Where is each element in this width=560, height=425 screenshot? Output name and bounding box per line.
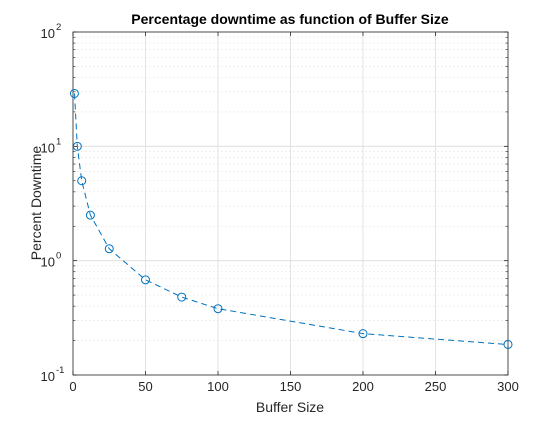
x-axis: 0 50 100 150 200 250 300 bbox=[69, 32, 519, 394]
data-point bbox=[213, 304, 223, 314]
data-point bbox=[77, 176, 87, 186]
x-tick-label: 200 bbox=[352, 379, 374, 394]
y-tick-label: 10 bbox=[41, 26, 55, 41]
y-tick-label: 10 bbox=[41, 369, 55, 384]
x-tick-label: 100 bbox=[207, 379, 229, 394]
y-tick-exponent: 2 bbox=[56, 22, 61, 33]
x-tick-label: 300 bbox=[497, 379, 519, 394]
data-point bbox=[104, 244, 114, 254]
x-axis-label: Buffer Size bbox=[256, 399, 324, 415]
chart-title: Percentage downtime as function of Buffe… bbox=[131, 11, 449, 27]
grid bbox=[72, 31, 509, 376]
series bbox=[69, 88, 513, 349]
data-point bbox=[72, 141, 82, 151]
y-tick-exponent: 0 bbox=[56, 251, 61, 262]
y-tick-label: 10 bbox=[41, 140, 55, 155]
y-axis-label: Percent Downtime bbox=[28, 146, 44, 261]
data-point bbox=[85, 210, 95, 220]
data-point bbox=[69, 88, 79, 98]
data-point bbox=[503, 339, 513, 349]
y-tick-exponent: -1 bbox=[56, 365, 64, 376]
data-point bbox=[358, 329, 368, 339]
y-tick-exponent: 1 bbox=[56, 136, 61, 147]
y-tick-label: 10 bbox=[41, 255, 55, 270]
x-tick-label: 0 bbox=[69, 379, 76, 394]
series-line bbox=[74, 93, 509, 345]
data-point bbox=[177, 292, 187, 302]
data-point bbox=[141, 275, 150, 285]
x-tick-label: 250 bbox=[425, 379, 447, 394]
x-tick-label: 50 bbox=[138, 379, 152, 394]
x-tick-label: 150 bbox=[280, 379, 302, 394]
